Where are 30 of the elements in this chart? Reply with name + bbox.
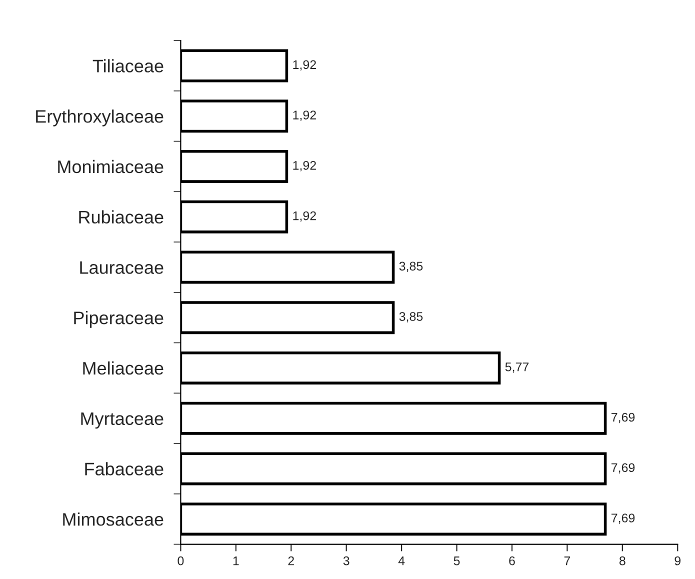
data-label: 5,77 bbox=[505, 362, 529, 373]
y-tick-label: Lauraceae bbox=[80, 261, 164, 274]
x-tick-label: 4 bbox=[398, 556, 405, 566]
x-tick-label: 0 bbox=[178, 556, 184, 566]
y-tick-label: Meliaceae bbox=[83, 361, 164, 375]
x-tick-label: 3 bbox=[343, 556, 350, 566]
x-tick-label: 1 bbox=[233, 556, 239, 566]
y-tick-label: Rubiaceae bbox=[79, 210, 164, 224]
data-label: 7,69 bbox=[611, 514, 635, 524]
x-tick-label: 6 bbox=[509, 556, 515, 566]
x-tick-label: 2 bbox=[288, 556, 294, 566]
x-tick-label: 8 bbox=[619, 556, 626, 566]
y-tick-label: Monimiaceae bbox=[58, 160, 164, 174]
x-tick-label: 7 bbox=[564, 556, 570, 566]
y-tick-label: Erythroxylaceae bbox=[36, 110, 164, 126]
x-tick-label: 5 bbox=[454, 556, 460, 566]
x-tick-label: 9 bbox=[674, 556, 681, 566]
y-tick-label: Piperaceae bbox=[74, 311, 164, 328]
y-tick-label: Mimosaceae bbox=[63, 512, 164, 526]
y-tick-label: Tiliaceae bbox=[92, 59, 164, 72]
data-label: 7,69 bbox=[611, 463, 635, 474]
data-label: 1,92 bbox=[293, 110, 316, 121]
y-tick-label: Myrtaceae bbox=[81, 412, 164, 429]
data-label: 3,85 bbox=[399, 312, 423, 322]
data-label: 1,92 bbox=[293, 211, 316, 222]
data-label: 1,92 bbox=[293, 60, 316, 71]
data-label: 3,85 bbox=[399, 262, 423, 272]
y-tick-label: Fabaceae bbox=[85, 462, 164, 476]
data-label: 7,69 bbox=[611, 412, 635, 424]
data-label: 1,92 bbox=[293, 160, 316, 172]
